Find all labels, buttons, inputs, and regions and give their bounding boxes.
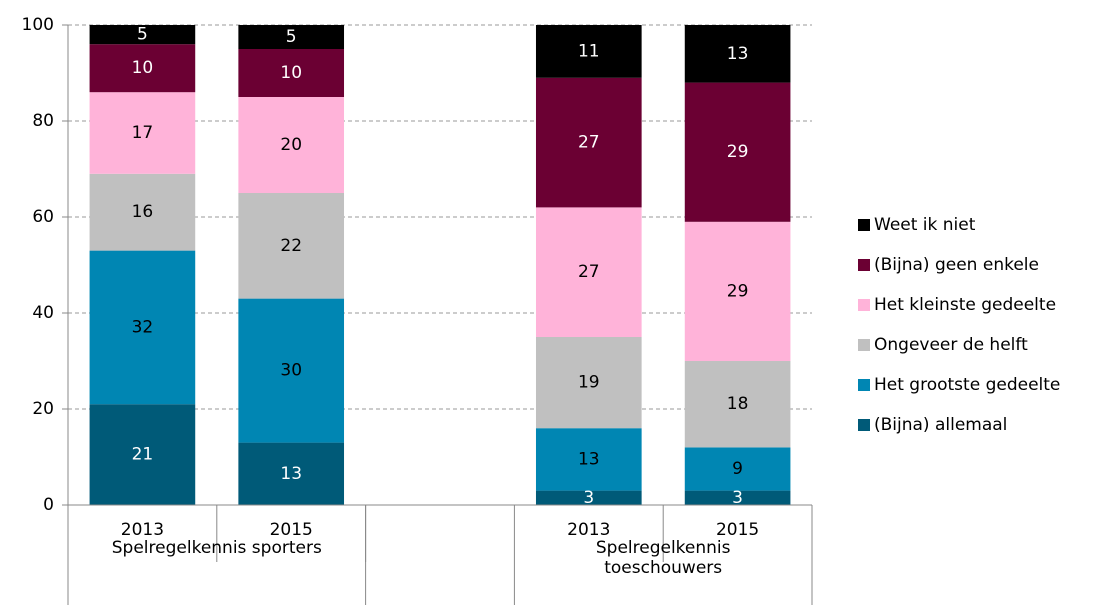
y-tick-label: 0 — [43, 495, 54, 515]
group-label: Spelregelkennis toeschouwers — [595, 538, 731, 578]
bar-segment — [89, 92, 196, 174]
legend-label: Het grootste gedeelte — [874, 375, 1060, 395]
data-label: 3 — [583, 488, 594, 508]
data-label: 18 — [727, 394, 749, 414]
data-label: 16 — [132, 202, 154, 222]
bar-segment — [684, 490, 791, 505]
bar-segment — [89, 44, 196, 93]
bar-segment — [238, 193, 345, 299]
bar-segment — [684, 447, 791, 491]
bar-segment — [535, 207, 642, 337]
legend-swatch — [858, 259, 870, 271]
data-label: 22 — [280, 236, 302, 256]
bar-segment — [89, 25, 196, 45]
x-tick-label: 2015 — [716, 520, 759, 540]
y-tick-label: 60 — [32, 207, 54, 227]
bar-segment — [535, 25, 642, 78]
data-label: 5 — [286, 27, 297, 47]
group-label-box: Spelregelkennis toeschouwers — [595, 538, 731, 578]
bar-segment — [684, 361, 791, 448]
bar-segment — [535, 337, 642, 429]
data-label: 10 — [280, 63, 302, 83]
x-tick-label: 2015 — [270, 520, 313, 540]
legend-label: Ongeveer de helft — [874, 335, 1028, 355]
bar-segment — [89, 173, 196, 251]
data-label: 20 — [280, 135, 302, 155]
data-label: 27 — [578, 262, 600, 282]
data-label: 9 — [732, 459, 743, 479]
data-label: 32 — [132, 317, 154, 337]
data-label: 5 — [137, 25, 148, 45]
bars — [89, 25, 791, 505]
data-label: 19 — [578, 373, 600, 393]
legend-label: (Bijna) geen enkele — [874, 255, 1039, 275]
bar-segment — [89, 250, 196, 405]
bar-segment — [535, 490, 642, 505]
y-tick-label: 20 — [32, 399, 54, 419]
data-label: 21 — [132, 445, 154, 465]
bar-segment — [89, 404, 196, 505]
group-label-box: Spelregelkennis sporters — [111, 538, 322, 558]
y-tick-label: 80 — [32, 111, 54, 131]
data-label: 29 — [727, 281, 749, 301]
data-label: 13 — [280, 464, 302, 484]
x-tick-label: 2013 — [567, 520, 610, 540]
legend-label: Het kleinste gedeelte — [874, 295, 1056, 315]
bar-segment — [684, 25, 791, 83]
legend-swatch — [858, 219, 870, 231]
data-label: 13 — [727, 44, 749, 64]
bar-segment — [238, 298, 345, 443]
group-label: Spelregelkennis sporters — [111, 538, 322, 558]
bar-segment — [238, 442, 345, 505]
legend-swatch — [858, 419, 870, 431]
y-tick-label: 40 — [32, 303, 54, 323]
legend-swatch — [858, 299, 870, 311]
data-label: 11 — [578, 41, 600, 61]
bar-segment — [238, 25, 345, 49]
legend-label: Weet ik niet — [874, 215, 976, 235]
bar-segment — [684, 82, 791, 222]
data-label: 29 — [727, 142, 749, 162]
data-label: 27 — [578, 133, 600, 153]
data-label: 17 — [132, 123, 154, 143]
data-label: 10 — [132, 58, 154, 78]
y-tick-label: 100 — [22, 15, 54, 35]
legend-swatch — [858, 339, 870, 351]
bar-segment — [535, 428, 642, 491]
data-label: 3 — [732, 488, 743, 508]
legend-swatch — [858, 379, 870, 391]
bar-segment — [535, 77, 642, 208]
data-label: 30 — [280, 361, 302, 381]
bar-segment — [238, 49, 345, 97]
legend-label: (Bijna) allemaal — [874, 415, 1007, 435]
bar-segment — [684, 221, 791, 361]
data-label: 13 — [578, 449, 600, 469]
bar-segment — [238, 97, 345, 193]
x-tick-label: 2013 — [121, 520, 164, 540]
